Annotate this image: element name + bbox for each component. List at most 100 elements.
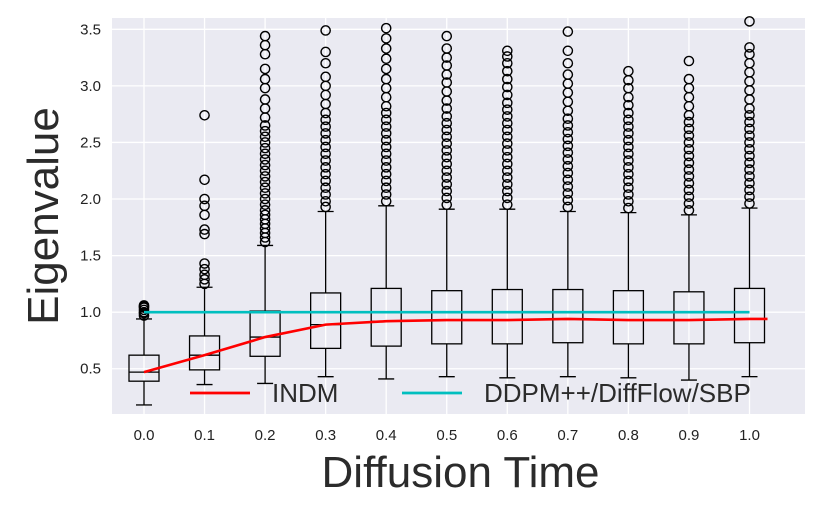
outlier-point [199,269,210,281]
outlier-point [744,184,755,196]
outlier-point [441,172,453,183]
outlier-point [744,198,755,209]
outlier-point [441,60,453,71]
outlier-point [380,114,392,126]
outlier-point [259,171,271,182]
outlier-point [501,151,513,163]
outlier-point [744,177,755,189]
outlier-point [562,201,574,213]
outlier-point [744,143,755,155]
outlier-point [380,195,392,207]
outlier-point [744,48,755,60]
outlier-point [441,179,453,190]
y-tick-label: 3.0 [80,78,101,95]
x-tick-label: 0.7 [557,427,578,444]
box-0.6 [491,45,523,379]
outlier-point [683,123,695,135]
outlier-point [562,188,574,199]
outlier-point [744,116,755,128]
outlier-point [259,182,271,194]
outlier-point [199,224,210,235]
outlier-point [501,73,513,85]
outlier-point [199,274,210,285]
outlier-point [380,168,392,180]
boxes [128,16,766,406]
x-tick-label: 0.2 [255,427,276,444]
outlier-point [380,175,392,187]
outlier-point [320,182,331,194]
outlier-point [562,194,574,206]
outlier-point [683,55,695,67]
outlier-point [501,158,513,170]
outlier-point [501,117,513,129]
outlier-point [199,193,210,205]
box-iqr [431,290,463,345]
outlier-point [259,199,271,210]
outlier-point [562,154,574,165]
box-0.3 [309,25,342,378]
outlier-point [259,205,271,216]
outlier-point [744,110,755,121]
outlier-point [441,145,453,156]
y-tick-label: 0.5 [80,361,101,378]
outlier-point [683,130,695,141]
outlier-point [380,22,392,34]
y-tick-label: 2.5 [80,134,101,151]
outlier-point [562,160,574,172]
outlier-point [623,107,634,119]
outlier-point [501,57,513,69]
outlier-point [501,172,513,183]
outlier-point [501,81,513,93]
outlier-point [441,158,453,170]
series-line-indm [143,317,768,374]
outlier-point [380,107,392,119]
outlier-point [380,121,392,132]
y-axis-title: Eigenvalue [19,107,68,325]
outlier-point [683,198,695,209]
outlier-point [623,121,634,132]
x-tick-label: 0.8 [618,427,639,444]
outlier-point [744,150,755,162]
x-tick-label: 0.5 [436,427,457,444]
x-tick-label: 0.9 [679,427,700,444]
x-axis-title: Diffusion Time [322,448,600,497]
outlier-point [562,126,574,138]
outlier-point [259,209,271,221]
outlier-point [259,193,271,205]
outlier-point [320,175,331,187]
outlier-point [259,188,271,199]
outlier-point [441,77,453,88]
outlier-point [562,147,574,158]
outlier-point [320,114,331,126]
outlier-point [501,138,513,149]
box-0.4 [370,22,402,380]
outlier-point [623,195,634,207]
outlier-point [320,46,331,58]
outlier-point [259,94,271,105]
outlier-point [501,165,513,177]
outlier-point [320,162,331,173]
outlier-point [380,53,392,65]
box-iqr [309,292,342,350]
outlier-point [501,89,513,101]
outlier-point [744,164,755,175]
outlier-point [562,26,574,37]
outlier-point [562,133,574,145]
outlier-point [501,104,513,115]
outlier-point [320,195,331,207]
outlier-point [623,175,634,187]
outlier-point [441,138,453,149]
box-iqr [733,287,766,344]
outlier-point [320,128,331,139]
outlier-point [744,42,755,53]
outlier-point [259,159,271,171]
outlier-point [320,189,331,200]
box-0.9 [673,55,705,381]
box-0.2 [249,30,281,385]
outlier-point [623,141,634,153]
outlier-point [441,124,453,136]
outlier-point [320,121,331,132]
outlier-point [259,154,271,165]
y-tick-label: 1.5 [80,248,101,265]
